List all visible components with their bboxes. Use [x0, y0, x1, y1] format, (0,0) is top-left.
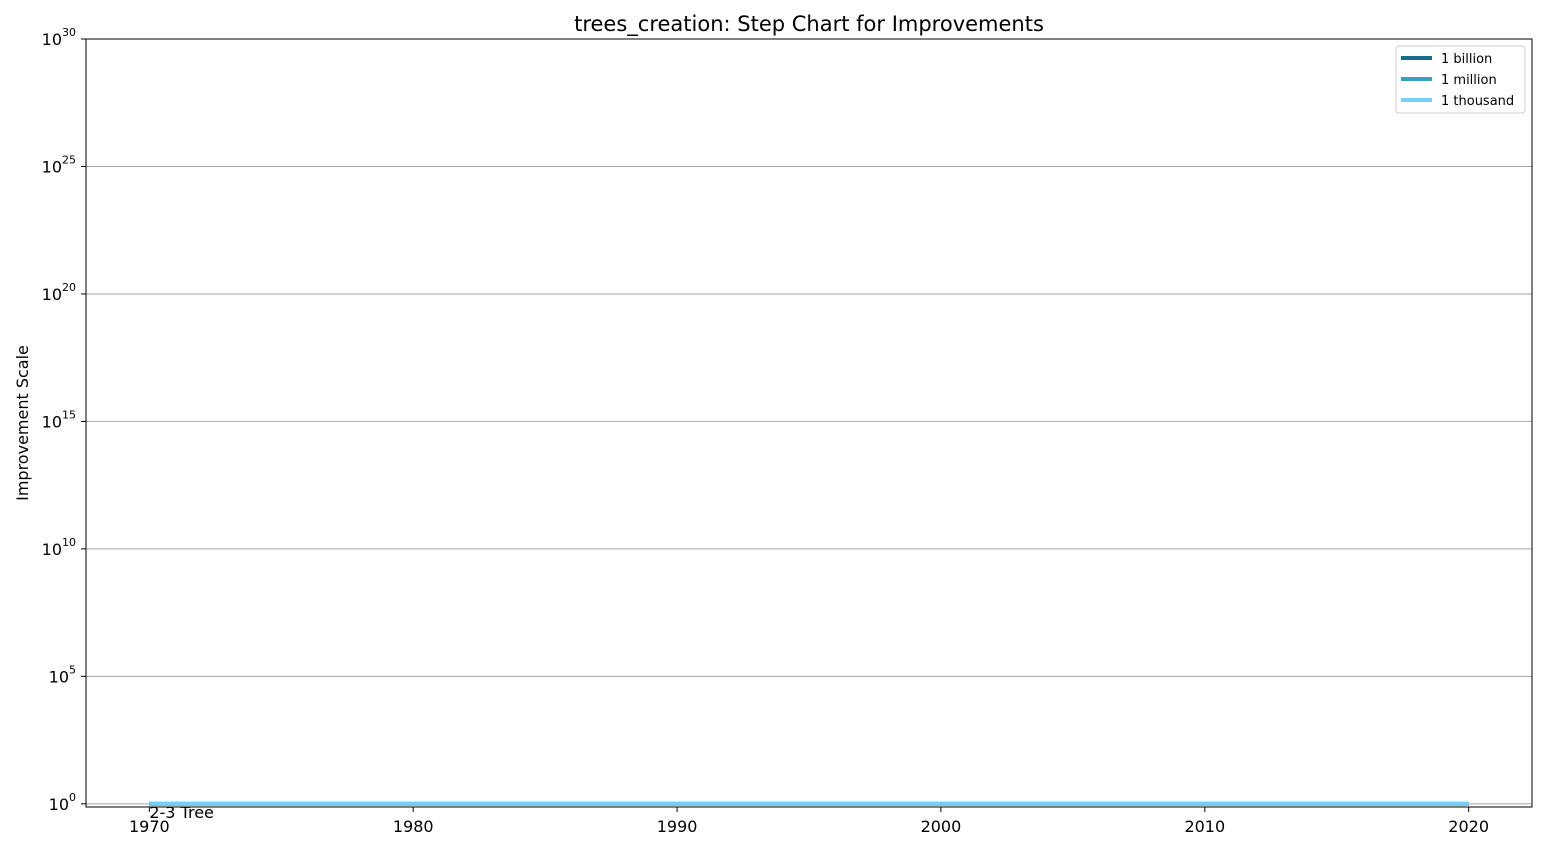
annotation-label: 2-3 Tree: [149, 803, 214, 822]
y-tick-label: 1025: [42, 153, 76, 176]
y-axis-label: Improvement Scale: [13, 345, 32, 501]
x-tick-label: 2010: [1184, 817, 1225, 836]
legend-label: 1 thousand: [1441, 94, 1514, 109]
chart-title: trees_creation: Step Chart for Improveme…: [574, 12, 1044, 37]
grid-layer: [86, 38, 1532, 805]
y-tick-label: 1010: [42, 536, 76, 559]
y-tick-label: 105: [49, 663, 76, 686]
x-tick-label: 2020: [1448, 817, 1489, 836]
legend-label: 1 million: [1441, 73, 1497, 88]
y-tick-label: 1020: [42, 281, 76, 304]
x-tick-label: 1970: [129, 817, 170, 836]
annotation-layer: 2-3 Tree: [149, 803, 214, 822]
legend: 1 billion 1 million 1 thousand: [1395, 45, 1526, 114]
x-tick-label: 2000: [921, 817, 962, 836]
y-tick-label: 1015: [42, 408, 76, 431]
legend-label: 1 billion: [1441, 52, 1492, 67]
x-tick-label: 1990: [657, 817, 698, 836]
legend-box: [1395, 45, 1526, 114]
plot-frame: [85, 38, 1533, 808]
y-tick-label: 100: [49, 791, 76, 814]
x-tick-label: 1980: [393, 817, 434, 836]
ticks-layer: 100 105 1010 1015 1020 1025 1030 1970 1980 1990 20…: [42, 26, 1489, 836]
y-tick-label: 1030: [42, 26, 76, 49]
